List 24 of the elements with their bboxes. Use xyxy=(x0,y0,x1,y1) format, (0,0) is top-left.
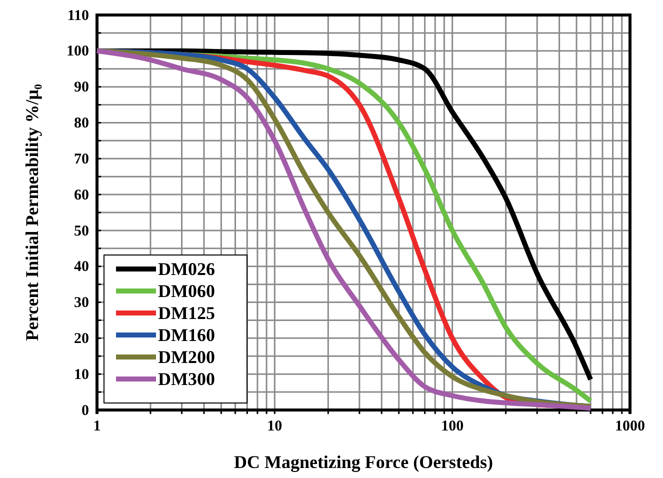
legend-label: DM060 xyxy=(158,281,215,301)
legend-label: DM160 xyxy=(158,325,215,345)
y-tick-label: 10 xyxy=(74,366,89,383)
x-tick-label: 100 xyxy=(441,418,464,435)
legend-label: DM125 xyxy=(158,303,215,323)
y-tick-label: 60 xyxy=(74,187,89,204)
legend-label: DM200 xyxy=(158,347,215,367)
y-tick-label: 70 xyxy=(74,151,89,168)
y-tick-label: 100 xyxy=(66,44,89,60)
legend-label: DM300 xyxy=(158,369,215,389)
y-tick-label: 20 xyxy=(74,330,89,347)
y-tick-label: 80 xyxy=(74,116,89,132)
legend-label: DM026 xyxy=(158,259,215,279)
y-tick-label: 0 xyxy=(82,402,89,419)
x-tick-label: 1 xyxy=(93,418,101,435)
x-axis-title: DC Magnetizing Force (Oersteds) xyxy=(234,452,494,472)
y-tick-label: 90 xyxy=(74,80,89,96)
y-tick-label: 110 xyxy=(67,8,89,24)
y-tick-label: 50 xyxy=(74,223,89,240)
x-tick-label: 10 xyxy=(267,418,282,435)
y-tick-label: 30 xyxy=(74,295,89,312)
x-tick-label: 1000 xyxy=(615,418,645,435)
y-axis-title: Percent Initial Permeability %/μ₀ xyxy=(22,84,42,341)
y-tick-label: 40 xyxy=(74,259,89,276)
